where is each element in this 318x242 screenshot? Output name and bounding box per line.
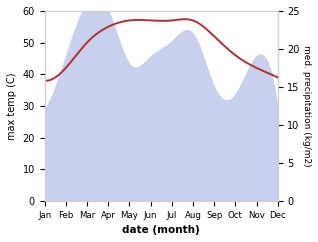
- Y-axis label: max temp (C): max temp (C): [7, 72, 17, 140]
- Y-axis label: med. precipitation (kg/m2): med. precipitation (kg/m2): [302, 45, 311, 167]
- X-axis label: date (month): date (month): [122, 225, 200, 235]
